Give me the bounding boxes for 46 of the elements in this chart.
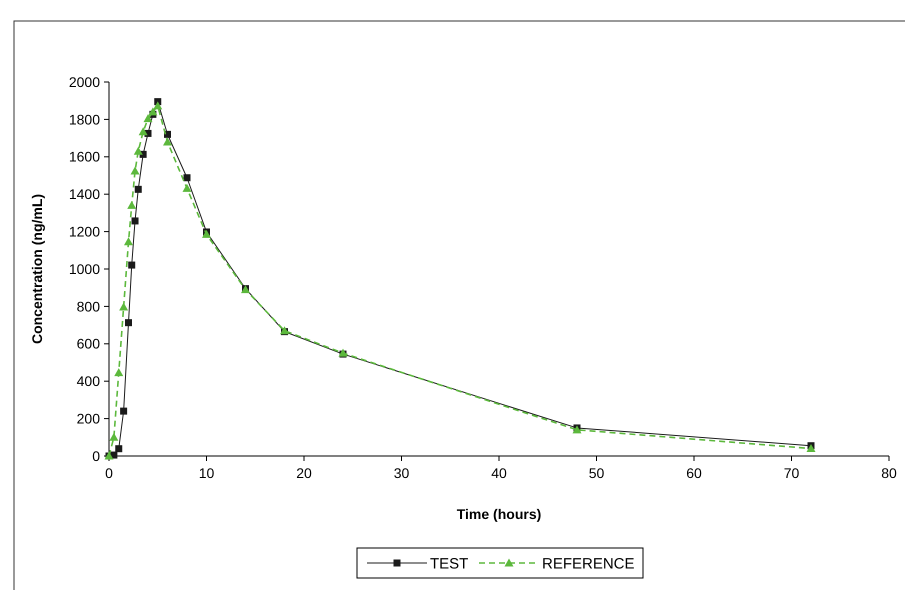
point [806, 444, 816, 452]
point [115, 445, 122, 452]
y-tick-label: 0 [92, 448, 100, 464]
x-tick-label: 40 [491, 465, 507, 481]
point [128, 262, 136, 269]
point [130, 166, 140, 175]
y-tick-label: 1200 [68, 224, 100, 240]
point [127, 200, 136, 209]
y-tick-label: 800 [76, 298, 100, 314]
x-axis-title: Time (hours) [456, 506, 542, 522]
point [134, 186, 142, 193]
y-tick-label: 2000 [68, 74, 100, 90]
point [163, 138, 172, 146]
point [148, 107, 158, 116]
y-axis-title: Concentration (ng/mL) [29, 194, 45, 344]
legend-label: REFERENCE [542, 555, 635, 572]
x-tick-label: 20 [296, 465, 312, 481]
x-tick-label: 70 [784, 465, 800, 481]
x-tick-label: 50 [588, 465, 604, 481]
y-tick-label: 1400 [68, 186, 100, 202]
point [202, 230, 211, 238]
y-tick-label: 1600 [68, 148, 100, 165]
legend-label: TEST [430, 555, 468, 572]
point [125, 319, 132, 326]
point [119, 302, 128, 310]
y-tick-label: 1000 [68, 260, 100, 277]
point [109, 432, 118, 441]
point [120, 408, 128, 415]
y-tick-label: 200 [76, 410, 100, 426]
point [153, 101, 162, 110]
point [184, 174, 190, 182]
x-tick-label: 60 [686, 465, 702, 481]
point [182, 184, 192, 192]
point [134, 146, 143, 155]
x-tick-label: 30 [394, 465, 410, 481]
point [124, 237, 133, 246]
point [138, 127, 148, 136]
x-tick-label: 80 [881, 465, 897, 481]
point [132, 217, 139, 224]
x-tick-label: 0 [105, 465, 114, 481]
y-tick-label: 600 [76, 336, 100, 352]
point [144, 114, 152, 122]
point [114, 368, 124, 376]
y-tick-label: 1800 [68, 111, 100, 128]
x-tick-label: 10 [198, 465, 214, 481]
y-tick-label: 400 [76, 373, 100, 390]
